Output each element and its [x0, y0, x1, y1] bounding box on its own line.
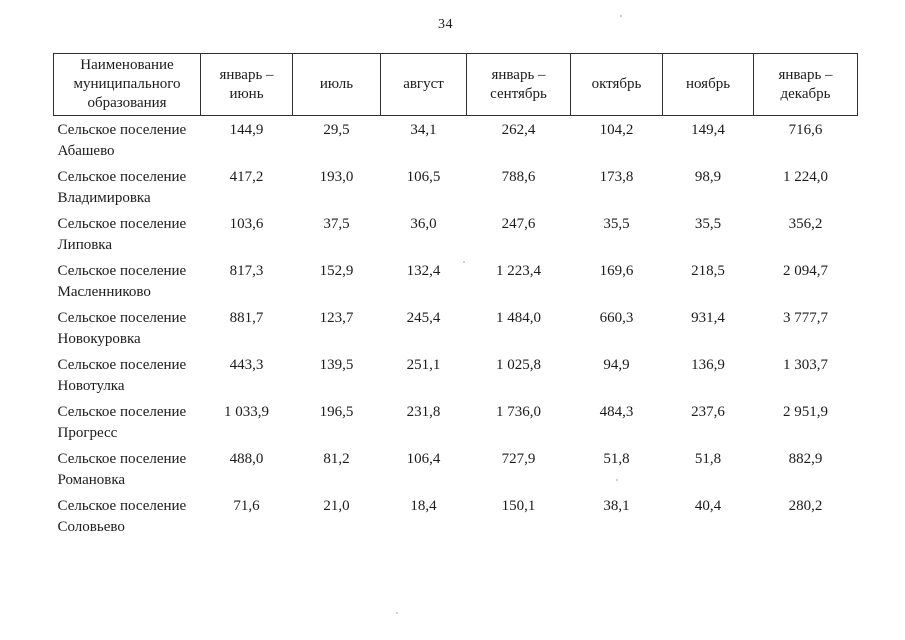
- value-cell: 727,9: [501, 451, 536, 467]
- value-cell: 262,4: [501, 122, 536, 138]
- value-cell: 193,0: [319, 169, 354, 185]
- value-cell: 36,0: [410, 216, 437, 232]
- value-cell: 2 951,9: [783, 404, 828, 420]
- municipality-name: Сельское поселение Новокуровка: [57, 310, 187, 347]
- table-row: Сельское поселение Владимировка 417,2 193,…: [54, 163, 858, 210]
- table-row: Сельское поселение Соловьево 71,6 21,0 18,4…: [54, 492, 858, 539]
- value-cell: 237,6: [691, 404, 725, 420]
- municipality-name: Сельское поселение Новотулка: [57, 357, 187, 394]
- column-header-5: октябрь: [570, 53, 663, 116]
- column-header-0: Наименование муниципального образования: [53, 53, 201, 116]
- value-cell: 196,5: [319, 404, 354, 420]
- value-cell: 1 224,0: [783, 169, 828, 185]
- value-cell: 788,6: [501, 169, 536, 185]
- scan-speck: [616, 479, 618, 481]
- value-cell: 882,9: [788, 451, 823, 467]
- scan-speck: [463, 261, 465, 263]
- municipality-name: Сельское поселение Соловьево: [57, 498, 187, 535]
- column-header-6: ноябрь: [662, 53, 754, 116]
- value-cell: 931,4: [691, 310, 725, 326]
- value-cell: 152,9: [319, 263, 354, 279]
- municipality-name: Сельское поселение Липовка: [57, 216, 187, 253]
- value-cell: 1 025,8: [496, 357, 541, 373]
- value-cell: 1 223,4: [496, 263, 541, 279]
- value-cell: 98,9: [694, 169, 722, 185]
- scan-speck: [396, 612, 398, 614]
- municipality-name: Сельское поселение Прогресс: [57, 404, 187, 441]
- value-cell: 136,9: [691, 357, 725, 373]
- value-cell: 34,1: [410, 122, 437, 138]
- table-row: Сельское поселение Абашево 144,9 29,5 34,1 2…: [54, 116, 858, 164]
- value-cell: 817,3: [229, 263, 264, 279]
- value-cell: 149,4: [691, 122, 725, 138]
- value-cell: 104,2: [599, 122, 634, 138]
- municipality-name: Сельское поселение Масленниково: [57, 263, 187, 300]
- value-cell: 3 777,7: [783, 310, 828, 326]
- table-row: Сельское поселение Масленниково 817,3 152,…: [54, 257, 858, 304]
- value-cell: 443,3: [229, 357, 264, 373]
- value-cell: 251,1: [406, 357, 441, 373]
- value-cell: 106,5: [406, 169, 441, 185]
- value-cell: 488,0: [229, 451, 264, 467]
- value-cell: 660,3: [599, 310, 634, 326]
- value-cell: 139,5: [319, 357, 354, 373]
- value-cell: 356,2: [788, 216, 823, 232]
- value-cell: 51,8: [603, 451, 630, 467]
- value-cell: 1 484,0: [496, 310, 541, 326]
- value-cell: 1 033,9: [224, 404, 269, 420]
- value-cell: 81,2: [323, 451, 350, 467]
- municipalities-table: Наименование муниципального образования я…: [53, 53, 858, 539]
- value-cell: 716,6: [788, 122, 823, 138]
- value-cell: 173,8: [599, 169, 634, 185]
- value-cell: 231,8: [406, 404, 441, 420]
- municipality-name: Сельское поселение Владимировка: [57, 169, 187, 206]
- value-cell: 218,5: [691, 263, 725, 279]
- municipality-name: Сельское поселение Романовка: [57, 451, 187, 488]
- column-header-7: январь – декабрь: [753, 53, 858, 116]
- value-cell: 35,5: [694, 216, 722, 232]
- value-cell: 280,2: [788, 498, 823, 514]
- column-header-4: январь – сентябрь: [466, 53, 571, 116]
- table-header-row: Наименование муниципального образования я…: [53, 53, 858, 116]
- value-cell: 417,2: [229, 169, 264, 185]
- value-cell: 245,4: [406, 310, 441, 326]
- value-cell: 94,9: [603, 357, 630, 373]
- value-cell: 1 736,0: [496, 404, 541, 420]
- value-cell: 1 303,7: [783, 357, 828, 373]
- column-header-1: январь – июнь: [200, 53, 293, 116]
- value-cell: 38,1: [603, 498, 630, 514]
- column-header-3: август: [380, 53, 467, 116]
- value-cell: 37,5: [323, 216, 350, 232]
- value-cell: 71,6: [233, 498, 260, 514]
- value-cell: 150,1: [501, 498, 536, 514]
- table-row: Сельское поселение Романовка 488,0 81,2 106…: [54, 445, 858, 492]
- value-cell: 484,3: [599, 404, 634, 420]
- value-cell: 247,6: [501, 216, 536, 232]
- value-cell: 169,6: [599, 263, 634, 279]
- value-cell: 103,6: [229, 216, 264, 232]
- table-row: Сельское поселение Прогресс 1 033,9 196,5 2…: [54, 398, 858, 445]
- table-row: Сельское поселение Новокуровка 881,7 123,7…: [54, 304, 858, 351]
- value-cell: 144,9: [229, 122, 264, 138]
- value-cell: 29,5: [323, 122, 350, 138]
- municipality-name: Сельское поселение Абашево: [57, 122, 187, 159]
- table-row: Сельское поселение Новотулка 443,3 139,5 25…: [54, 351, 858, 398]
- value-cell: 881,7: [229, 310, 264, 326]
- value-cell: 18,4: [410, 498, 437, 514]
- value-cell: 132,4: [406, 263, 441, 279]
- value-cell: 35,5: [603, 216, 630, 232]
- value-cell: 21,0: [323, 498, 350, 514]
- table-body: Сельское поселение Абашево 144,9 29,5 34,1 2…: [54, 116, 858, 540]
- value-cell: 106,4: [406, 451, 441, 467]
- column-header-2: июль: [292, 53, 381, 116]
- table-header: Наименование муниципального образования я…: [53, 53, 858, 116]
- scan-speck: [620, 15, 622, 17]
- value-cell: 2 094,7: [783, 263, 828, 279]
- value-cell: 51,8: [694, 451, 722, 467]
- value-cell: 40,4: [694, 498, 722, 514]
- value-cell: 123,7: [319, 310, 354, 326]
- page-number: 34: [438, 17, 453, 32]
- table-row: Сельское поселение Липовка 103,6 37,5 36,0 2…: [54, 210, 858, 257]
